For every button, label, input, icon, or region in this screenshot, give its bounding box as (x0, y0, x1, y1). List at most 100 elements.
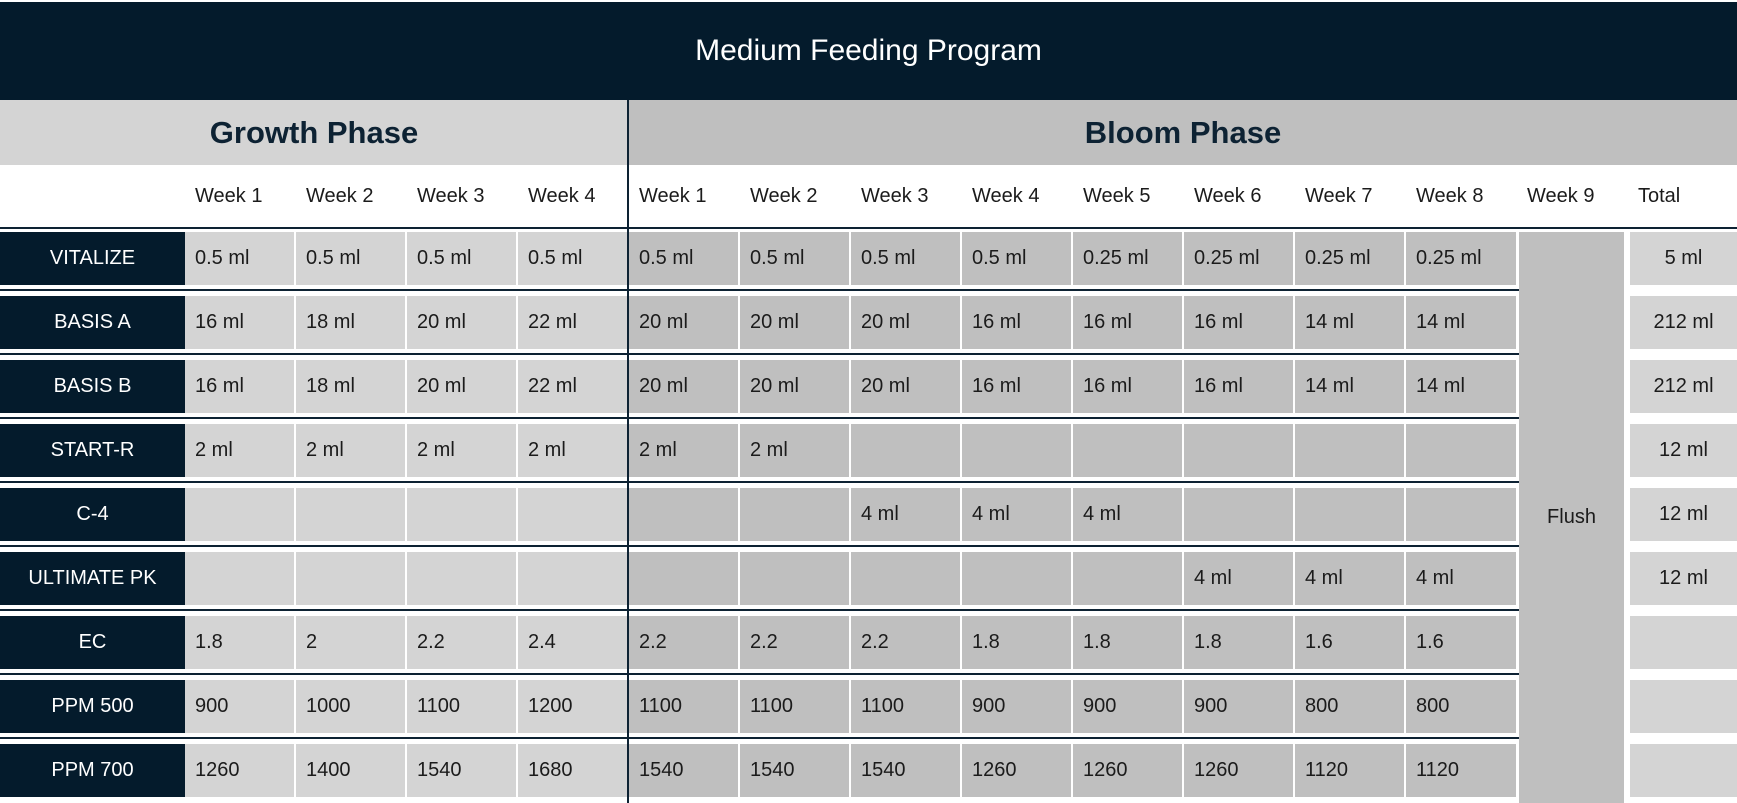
table-cell: 2.4 (518, 616, 627, 669)
table-cell (1184, 488, 1293, 541)
table-cell: 1.6 (1295, 616, 1404, 669)
week-column-header: Week 6 (1194, 185, 1262, 207)
growth-phase-header: Growth Phase (0, 100, 628, 165)
table-cell: 2 (296, 616, 405, 669)
row-label: C-4 (0, 488, 185, 541)
week-column-header: Week 3 (417, 185, 485, 207)
table-cell: 1120 (1295, 744, 1404, 797)
table-cell: 1.8 (962, 616, 1071, 669)
row-separator (0, 289, 1519, 291)
table-cell (407, 552, 516, 605)
table-cell (629, 488, 738, 541)
page-title: Medium Feeding Program (0, 2, 1737, 100)
table-cell: 0.5 ml (740, 232, 849, 285)
table-cell: 2 ml (185, 424, 294, 477)
week-column-header: Week 1 (195, 185, 263, 207)
row-label: START-R (0, 424, 185, 477)
total-cell: 5 ml (1630, 232, 1737, 285)
table-cell: 18 ml (296, 360, 405, 413)
table-cell: 20 ml (629, 360, 738, 413)
row-separator (0, 545, 1519, 547)
table-cell (962, 552, 1071, 605)
table-cell (1073, 424, 1182, 477)
table-cell: 16 ml (1073, 360, 1182, 413)
total-cell: 212 ml (1630, 360, 1737, 413)
table-cell: 0.5 ml (851, 232, 960, 285)
table-cell (962, 424, 1071, 477)
table-cell (740, 488, 849, 541)
table-cell (185, 552, 294, 605)
table-cell: 0.5 ml (518, 232, 627, 285)
table-cell: 1540 (851, 744, 960, 797)
table-cell: 1260 (1073, 744, 1182, 797)
table-cell: 14 ml (1295, 360, 1404, 413)
table-cell: 20 ml (740, 296, 849, 349)
table-cell: 2 ml (407, 424, 516, 477)
table-cell: 20 ml (629, 296, 738, 349)
flush-cell: Flush (1519, 232, 1624, 803)
row-separator (0, 673, 1519, 675)
week-column-header: Week 4 (972, 185, 1040, 207)
table-cell: 1100 (851, 680, 960, 733)
table-cell: 14 ml (1406, 360, 1516, 413)
row-separator (0, 481, 1519, 483)
bloom-phase-header: Bloom Phase (629, 100, 1737, 165)
table-cell: 0.25 ml (1295, 232, 1404, 285)
table-cell: 900 (185, 680, 294, 733)
table-cell: 900 (962, 680, 1071, 733)
table-cell: 1260 (962, 744, 1071, 797)
table-cell: 20 ml (851, 360, 960, 413)
table-cell: 0.5 ml (185, 232, 294, 285)
table-cell (1406, 488, 1516, 541)
table-cell: 0.25 ml (1184, 232, 1293, 285)
table-cell: 14 ml (1295, 296, 1404, 349)
table-cell (296, 488, 405, 541)
table-cell (518, 488, 627, 541)
table-cell (851, 552, 960, 605)
table-cell: 800 (1406, 680, 1516, 733)
total-cell: 12 ml (1630, 424, 1737, 477)
table-cell (740, 552, 849, 605)
table-cell: 2.2 (407, 616, 516, 669)
table-cell: 2 ml (629, 424, 738, 477)
table-cell: 16 ml (962, 360, 1071, 413)
table-cell: 0.5 ml (407, 232, 516, 285)
week-column-header: Week 1 (639, 185, 707, 207)
table-cell: 1540 (629, 744, 738, 797)
table-cell (1073, 552, 1182, 605)
total-cell (1630, 616, 1737, 669)
table-cell: 1260 (1184, 744, 1293, 797)
header-separator (0, 227, 1737, 229)
table-cell: 1200 (518, 680, 627, 733)
table-cell: 0.5 ml (962, 232, 1071, 285)
table-cell: 4 ml (1073, 488, 1182, 541)
table-cell: 1680 (518, 744, 627, 797)
row-separator (0, 417, 1519, 419)
table-cell: 1540 (740, 744, 849, 797)
table-cell: 4 ml (1295, 552, 1404, 605)
table-cell: 1.8 (1073, 616, 1182, 669)
table-cell: 0.25 ml (1406, 232, 1516, 285)
table-cell: 22 ml (518, 296, 627, 349)
total-cell: 12 ml (1630, 552, 1737, 605)
table-cell: 2 ml (740, 424, 849, 477)
table-cell: 20 ml (407, 360, 516, 413)
total-cell (1630, 680, 1737, 733)
table-cell: 20 ml (407, 296, 516, 349)
row-label: PPM 500 (0, 680, 185, 733)
table-cell: 0.5 ml (629, 232, 738, 285)
table-cell: 4 ml (851, 488, 960, 541)
table-cell (296, 552, 405, 605)
table-cell: 0.25 ml (1073, 232, 1182, 285)
table-cell (629, 552, 738, 605)
table-cell (518, 552, 627, 605)
table-cell: 4 ml (1184, 552, 1293, 605)
week-column-header: Week 4 (528, 185, 596, 207)
row-separator (0, 353, 1519, 355)
row-label: PPM 700 (0, 744, 185, 797)
row-label: EC (0, 616, 185, 669)
table-cell: 2.2 (629, 616, 738, 669)
week-column-header: Week 5 (1083, 185, 1151, 207)
table-cell: 1.8 (185, 616, 294, 669)
table-cell: 2.2 (851, 616, 960, 669)
